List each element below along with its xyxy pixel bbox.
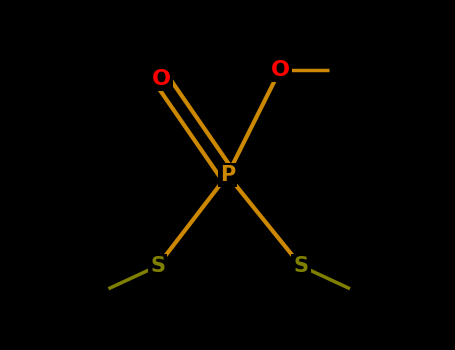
Text: S: S [293, 256, 308, 276]
Text: O: O [271, 60, 289, 80]
Text: P: P [220, 165, 235, 185]
Text: O: O [152, 69, 171, 89]
Text: S: S [150, 256, 165, 276]
